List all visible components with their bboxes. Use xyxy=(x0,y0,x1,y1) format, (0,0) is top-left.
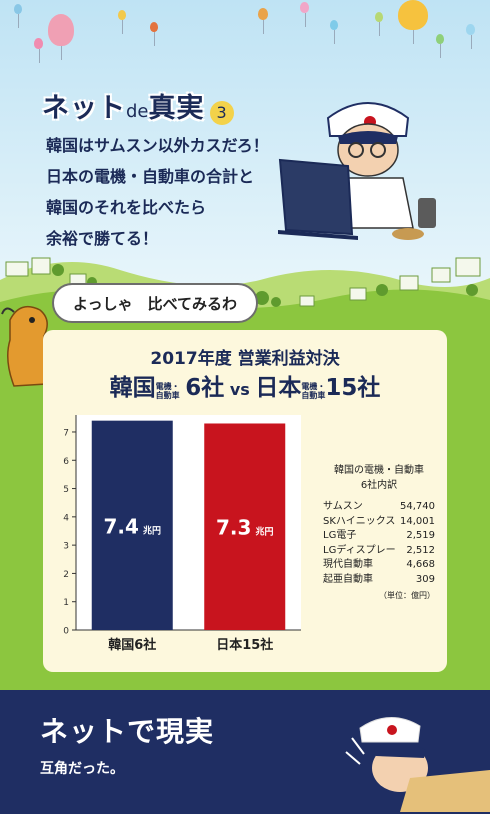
y-tick-label: 7 xyxy=(63,428,69,438)
balloon-decoration xyxy=(14,4,22,28)
subtitle-small-line: 自動車 xyxy=(301,390,326,400)
bar-value-label: 7.3 兆円 xyxy=(216,516,273,540)
creature-illustration xyxy=(1,305,48,387)
x-category-label: 日本15社 xyxy=(216,637,273,653)
footer-banner: ネットで現実 互角だった。 xyxy=(0,690,490,814)
y-tick-label: 0 xyxy=(63,627,69,637)
company-name: 起亜自動車 xyxy=(323,573,373,585)
y-tick-label: 6 xyxy=(63,457,69,467)
subtitle-small-line: 自動車 xyxy=(155,390,180,400)
intro-line: 日本の電機・自動車の合計と xyxy=(46,167,255,186)
balloon-decoration xyxy=(258,8,268,34)
balloon-decoration xyxy=(300,2,309,27)
subtitle-korea-small: 電機・ 自動車 xyxy=(156,382,180,400)
y-tick-label: 3 xyxy=(63,542,69,552)
intro-line: 韓国のそれを比べたら xyxy=(46,198,207,217)
balloon-decoration xyxy=(466,24,475,49)
company-name: LG電子 xyxy=(323,530,357,541)
company-value: 54,740 xyxy=(400,501,435,512)
subtitle-japan-count: 15社 xyxy=(325,375,381,401)
y-tick-label: 1 xyxy=(63,598,69,608)
company-name: 現代自動車 xyxy=(323,559,373,570)
balloon-decoration xyxy=(330,20,338,44)
balloon-decoration xyxy=(436,34,444,58)
balloon-decoration xyxy=(150,22,158,46)
table-row: LG電子 2,519 xyxy=(323,529,435,544)
chart-subtitle: 韓国電機・ 自動車 6社 vs 日本電機・ 自動車15社 xyxy=(43,368,447,402)
subtitle-small-line: 電機・ xyxy=(155,381,180,391)
table-row: 現代自動車 4,668 xyxy=(323,558,435,573)
subtitle-japan: 日本 xyxy=(255,375,302,401)
y-tick-label: 2 xyxy=(63,570,69,580)
footer-text: 互角だった。 xyxy=(40,761,124,777)
laptop-character-illustration xyxy=(278,102,436,240)
intro-line: 韓国はサムスン以外カスだろ！ xyxy=(46,136,269,155)
bar xyxy=(91,420,173,630)
company-value: 4,668 xyxy=(406,559,435,570)
bar-value-label: 7.4 兆円 xyxy=(104,514,161,538)
sky-background xyxy=(0,0,490,300)
balloon-decoration xyxy=(118,10,126,34)
speech-text: よっしゃ 比べてみるわ xyxy=(73,294,237,313)
speech-bubble: よっしゃ 比べてみるわ xyxy=(52,283,258,323)
breakdown-title-line: 韓国の電機・自動車 xyxy=(334,465,424,476)
table-row: サムスン 54,740 xyxy=(323,500,435,515)
company-value: 14,001 xyxy=(400,515,435,527)
title-text-2: 真実 xyxy=(148,93,205,124)
chart-card: 2017年度 営業利益対決 韓国電機・ 自動車 6社 vs 日本電機・ 自動車15社… xyxy=(43,330,447,672)
subtitle-japan-small: 電機・ 自動車 xyxy=(301,382,325,400)
balloon-decoration xyxy=(48,14,74,60)
company-value: 309 xyxy=(415,573,435,585)
breakdown-table: 韓国の電機・自動車 6社内訳 サムスン 54,740 SKハイニックス 14,001… xyxy=(323,463,435,601)
company-value: 2,512 xyxy=(406,544,435,556)
title-text: ネット xyxy=(42,93,126,124)
table-row: SKハイニックス 14,001 xyxy=(323,515,435,530)
y-tick-label: 4 xyxy=(63,513,69,523)
intro-text: 韓国はサムスン以外カスだろ！ 日本の電機・自動車の合計と 韓国のそれを比べたら … xyxy=(46,130,269,254)
company-name: LGディスプレー xyxy=(323,544,396,556)
page-title: ネットde真実 3 xyxy=(42,86,234,125)
table-row: LGディスプレー 2,512 xyxy=(323,544,435,559)
bar xyxy=(204,423,286,630)
table-row: 起亜自動車 309 xyxy=(323,573,435,588)
company-name: サムスン xyxy=(323,501,363,512)
x-category-label: 韓国6社 xyxy=(108,637,156,653)
balloon-decoration xyxy=(398,0,428,44)
company-name: SKハイニックス xyxy=(323,515,396,527)
breakdown-title-line: 6社内訳 xyxy=(360,480,398,491)
breakdown-title: 韓国の電機・自動車 6社内訳 xyxy=(323,463,435,493)
chart-title: 2017年度 営業利益対決 xyxy=(150,349,340,369)
y-tick-label: 5 xyxy=(63,485,69,495)
subtitle-korea: 韓国 xyxy=(109,375,156,401)
company-value: 2,519 xyxy=(406,530,435,541)
subtitle-vs: vs xyxy=(229,380,250,399)
lying-character-illustration xyxy=(345,717,490,812)
intro-line: 余裕で勝てる！ xyxy=(46,229,159,248)
title-de: de xyxy=(126,101,149,122)
balloon-decoration xyxy=(375,12,383,36)
episode-number: 3 xyxy=(209,100,234,125)
subtitle-small-line: 電機・ xyxy=(301,381,326,391)
footer-title: ネットで現実 xyxy=(40,715,215,748)
balloon-decoration xyxy=(34,38,43,63)
subtitle-korea-count: 6社 xyxy=(185,375,225,401)
breakdown-unit: （単位：億円） xyxy=(379,591,435,600)
